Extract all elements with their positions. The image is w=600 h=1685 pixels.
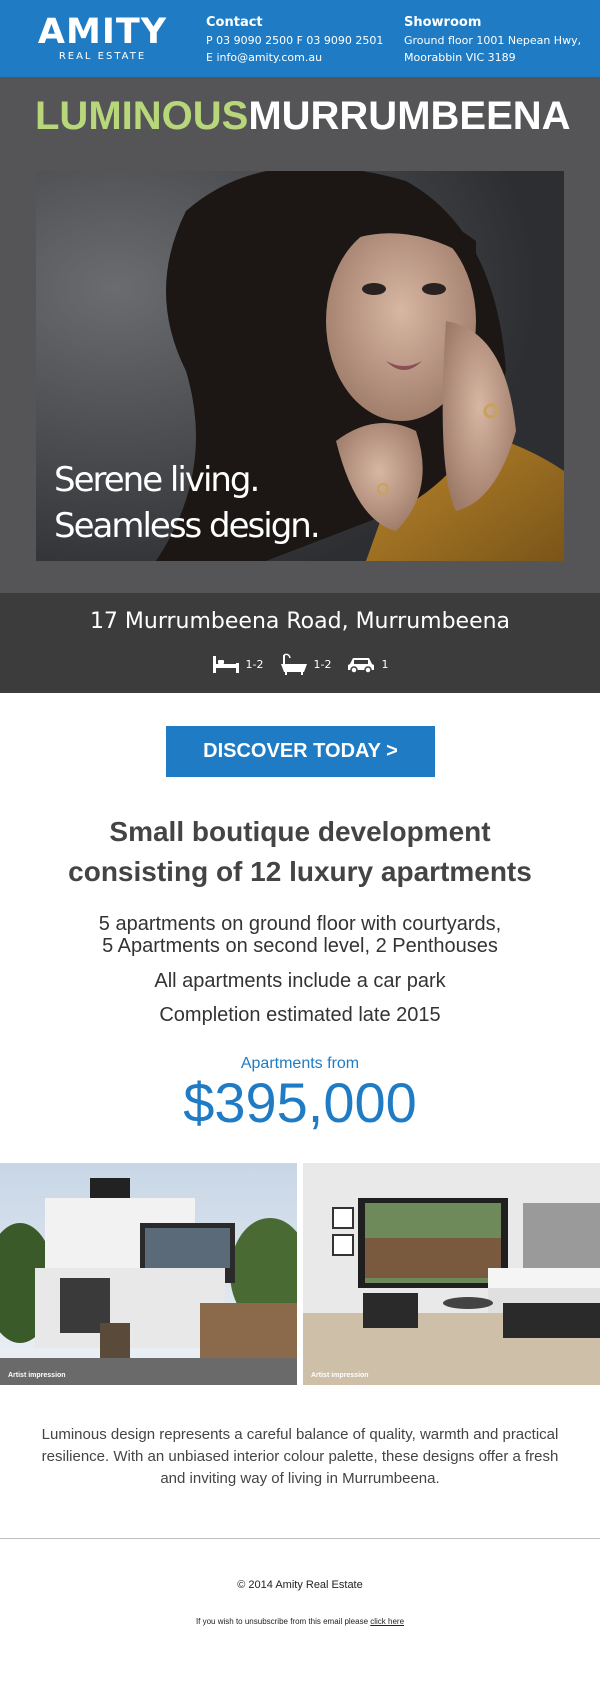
hero-title: LUMINOUSMURRUMBEENA bbox=[35, 92, 571, 140]
parking-value: 1 bbox=[381, 657, 389, 671]
gallery-caption-1: Artist impression bbox=[8, 1372, 66, 1379]
development-headline: Small boutique development consisting of… bbox=[0, 812, 600, 892]
showroom-title: Showroom bbox=[404, 15, 482, 30]
details-line4: Completion estimated late 2015 bbox=[159, 1004, 441, 1026]
tagline-line1: Serene living. bbox=[54, 460, 260, 500]
details-line2: 5 Apartments on second level, 2 Penthous… bbox=[102, 935, 498, 957]
design-description: Luminous design represents a careful bal… bbox=[41, 1426, 559, 1487]
bathrooms-value: 1-2 bbox=[313, 657, 332, 671]
unsubscribe-link[interactable]: click here bbox=[370, 1617, 405, 1626]
contact-phone: P 03 9090 2500 F 03 9090 2501 bbox=[206, 34, 384, 47]
hero-title-murrumbeena: MURRUMBEENA bbox=[248, 94, 571, 138]
copyright-text: © 2014 Amity Real Estate bbox=[237, 1579, 363, 1591]
showroom-block: Showroom Ground floor 1001 Nepean Hwy, M… bbox=[404, 14, 581, 66]
bed-icon bbox=[212, 656, 239, 673]
address-band: 17 Murrumbeena Road, Murrumbeena 1-2 1-2 bbox=[0, 593, 600, 693]
contact-title: Contact bbox=[206, 15, 263, 30]
hero-title-luminous: LUMINOUS bbox=[35, 94, 249, 138]
contact-email[interactable]: E info@amity.com.au bbox=[206, 51, 323, 64]
discover-today-button[interactable]: DISCOVER TODAY > bbox=[166, 726, 435, 777]
hero-photo-woman bbox=[36, 171, 564, 561]
feature-parking: 1 bbox=[347, 653, 388, 675]
bath-icon bbox=[280, 653, 307, 675]
development-details: 5 apartments on ground floor with courty… bbox=[0, 913, 600, 1027]
headline-line2: consisting of 12 luxury apartments bbox=[68, 856, 532, 887]
price-label: Apartments from bbox=[240, 1055, 360, 1072]
gallery-caption-2: Artist impression bbox=[311, 1372, 369, 1379]
logo-subtitle: REAL ESTATE bbox=[58, 51, 147, 62]
hero-tagline: Serene living. Seamless design. bbox=[54, 457, 321, 549]
property-address: 17 Murrumbeena Road, Murrumbeena bbox=[89, 609, 511, 634]
tagline-line2: Seamless design. bbox=[54, 506, 321, 546]
details-line1: 5 apartments on ground floor with courty… bbox=[98, 913, 502, 935]
footer-divider bbox=[0, 1538, 600, 1539]
car-icon bbox=[348, 658, 375, 674]
logo-wordmark: AMITY bbox=[37, 12, 168, 52]
headline-line1: Small boutique development bbox=[109, 816, 491, 847]
amity-logo[interactable]: AMITY REAL ESTATE bbox=[35, 14, 170, 63]
unsubscribe-text: If you wish to unsubscribe from this ema… bbox=[195, 1617, 371, 1626]
contact-block: Contact P 03 9090 2500 F 03 9090 2501 E … bbox=[206, 14, 383, 66]
showroom-address-line1: Ground floor 1001 Nepean Hwy, bbox=[404, 34, 582, 47]
showroom-address-line2: Moorabbin VIC 3189 bbox=[404, 51, 516, 64]
interior-render bbox=[303, 1163, 600, 1385]
property-features: 1-2 1-2 1 bbox=[0, 653, 600, 675]
email-header: AMITY REAL ESTATE Contact P 03 9090 2500… bbox=[0, 0, 600, 77]
bedrooms-value: 1-2 bbox=[245, 657, 264, 671]
gallery-image-exterior[interactable]: Artist impression bbox=[0, 1163, 297, 1385]
feature-bedrooms: 1-2 bbox=[212, 653, 264, 675]
exterior-render bbox=[0, 1163, 297, 1385]
hero-section: LUMINOUSMURRUMBEENA bbox=[0, 77, 600, 593]
unsubscribe-notice: If you wish to unsubscribe from this ema… bbox=[0, 1617, 600, 1626]
details-line3: All apartments include a car park bbox=[154, 970, 446, 992]
price-value: $395,000 bbox=[183, 1071, 417, 1134]
gallery-image-interior[interactable]: Artist impression bbox=[303, 1163, 600, 1385]
hero-image[interactable]: Serene living. Seamless design. bbox=[36, 171, 564, 561]
feature-bathrooms: 1-2 bbox=[280, 653, 332, 675]
